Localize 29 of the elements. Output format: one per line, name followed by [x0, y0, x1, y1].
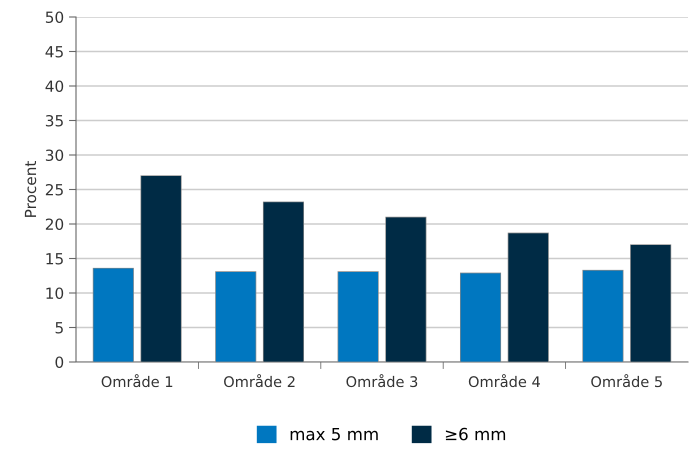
- bar: [582, 270, 624, 362]
- bar: [140, 175, 182, 362]
- x-tick-label: Område 3: [346, 374, 418, 388]
- bar: [262, 202, 304, 362]
- legend-label: ≥6 mm: [446, 428, 506, 440]
- y-tick-label: 50: [46, 11, 64, 24]
- y-tick-label: 30: [46, 149, 64, 162]
- y-axis-title: Procent: [24, 161, 36, 217]
- y-tick-label: 10: [46, 287, 64, 300]
- bar: [92, 268, 134, 362]
- x-tick-label: Område 4: [468, 374, 540, 388]
- x-tick-label: Område 1: [102, 374, 172, 388]
- bar: [385, 216, 426, 362]
- bar: [508, 232, 549, 362]
- y-tick-label: 25: [46, 184, 63, 196]
- bar: [460, 272, 502, 362]
- y-tick-label: 35: [46, 114, 63, 127]
- x-tick-label: Område 2: [224, 374, 295, 388]
- y-tick-label: 5: [56, 322, 63, 334]
- bar: [338, 271, 379, 362]
- y-tick-label: 0: [55, 356, 64, 368]
- y-tick-label: 45: [46, 46, 63, 58]
- y-tick-label: 15: [46, 253, 63, 265]
- y-tick-label: 40: [46, 80, 64, 92]
- y-tick-label: 20: [46, 218, 64, 230]
- x-tick-label: Område 5: [591, 374, 662, 388]
- bar: [215, 271, 256, 362]
- bar: [630, 244, 672, 362]
- legend-label: max 5 mm: [290, 428, 378, 440]
